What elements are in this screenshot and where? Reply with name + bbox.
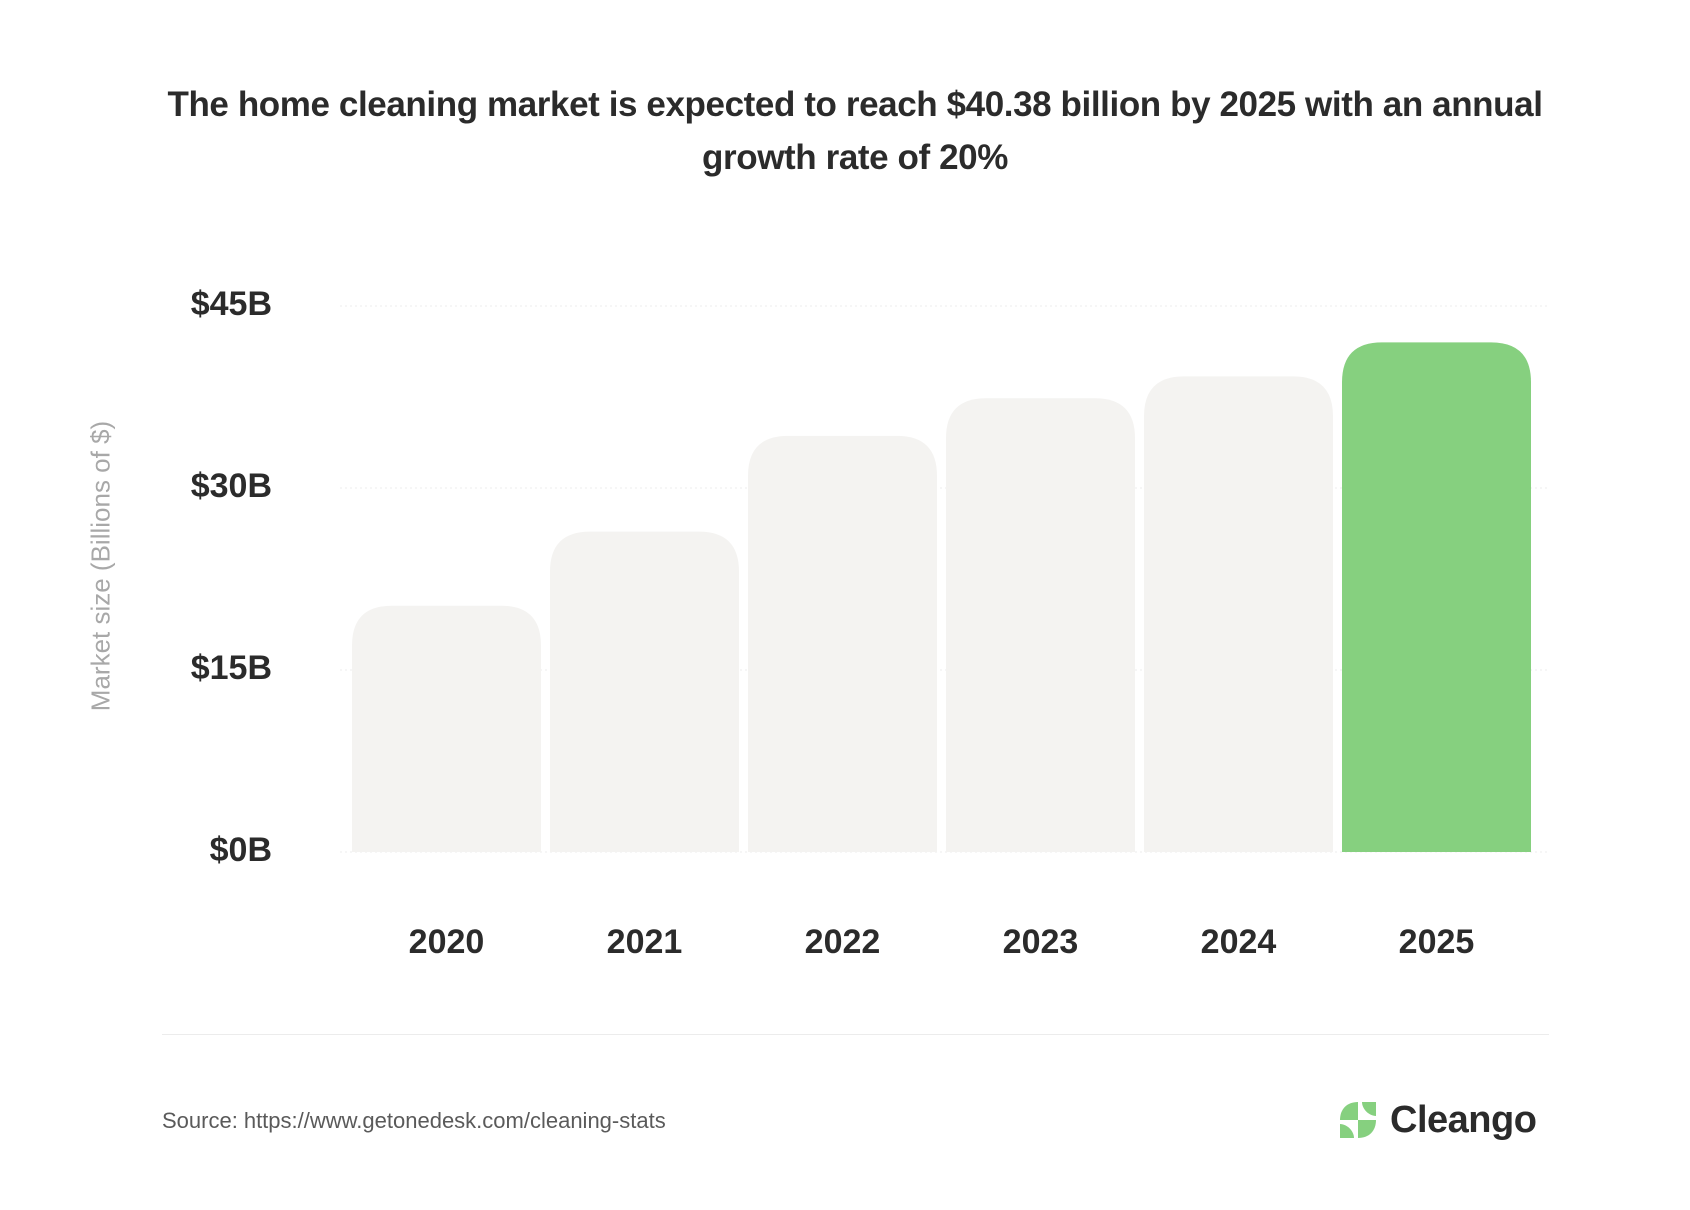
logo-leaf bbox=[1340, 1102, 1358, 1120]
bars bbox=[352, 342, 1531, 852]
x-tick-label: 2025 bbox=[1399, 923, 1475, 961]
brand-name: Cleango bbox=[1390, 1098, 1537, 1141]
bar-2021 bbox=[550, 531, 739, 852]
chart-title: The home cleaning market is expected to … bbox=[167, 85, 1543, 177]
brand-logo: Cleango bbox=[1336, 1096, 1537, 1144]
x-tick-label: 2023 bbox=[1003, 923, 1079, 961]
logo-leaf bbox=[1340, 1124, 1354, 1138]
logo-leaf bbox=[1362, 1102, 1376, 1116]
x-tick-labels: 2020 2021 2022 2023 2024 2025 bbox=[409, 923, 1475, 961]
source-note: Source: https://www.getonedesk.com/cleani… bbox=[162, 1108, 666, 1134]
bar-2023 bbox=[946, 398, 1135, 852]
x-tick-label: 2024 bbox=[1201, 923, 1277, 961]
bar-2024 bbox=[1144, 376, 1333, 852]
x-tick-label: 2021 bbox=[607, 923, 683, 961]
y-tick-label: $45B bbox=[191, 285, 272, 323]
footer-divider bbox=[162, 1034, 1549, 1035]
bar-chart: $0B $15B $30B $45B 2020 2021 2022 2023 2024 2025 bbox=[191, 285, 1549, 961]
y-tick-label: $15B bbox=[191, 649, 272, 687]
y-tick-labels: $0B $15B $30B $45B bbox=[191, 285, 272, 869]
source-label: Source: bbox=[162, 1108, 238, 1133]
bar-2022 bbox=[748, 435, 937, 852]
y-axis-label: Market size (Billions of $) bbox=[85, 420, 116, 712]
bar-2020 bbox=[352, 605, 541, 852]
bar-2025 bbox=[1342, 342, 1531, 852]
x-tick-label: 2022 bbox=[805, 923, 881, 961]
y-tick-label: $30B bbox=[191, 467, 272, 505]
source-link[interactable]: https://www.getonedesk.com/cleaning-stat… bbox=[243, 1108, 666, 1133]
logo-leaf bbox=[1358, 1120, 1376, 1138]
grid-lines bbox=[340, 305, 1549, 853]
cleango-logo-icon bbox=[1340, 1102, 1376, 1138]
y-tick-label: $0B bbox=[210, 831, 272, 869]
x-tick-label: 2020 bbox=[409, 923, 485, 961]
